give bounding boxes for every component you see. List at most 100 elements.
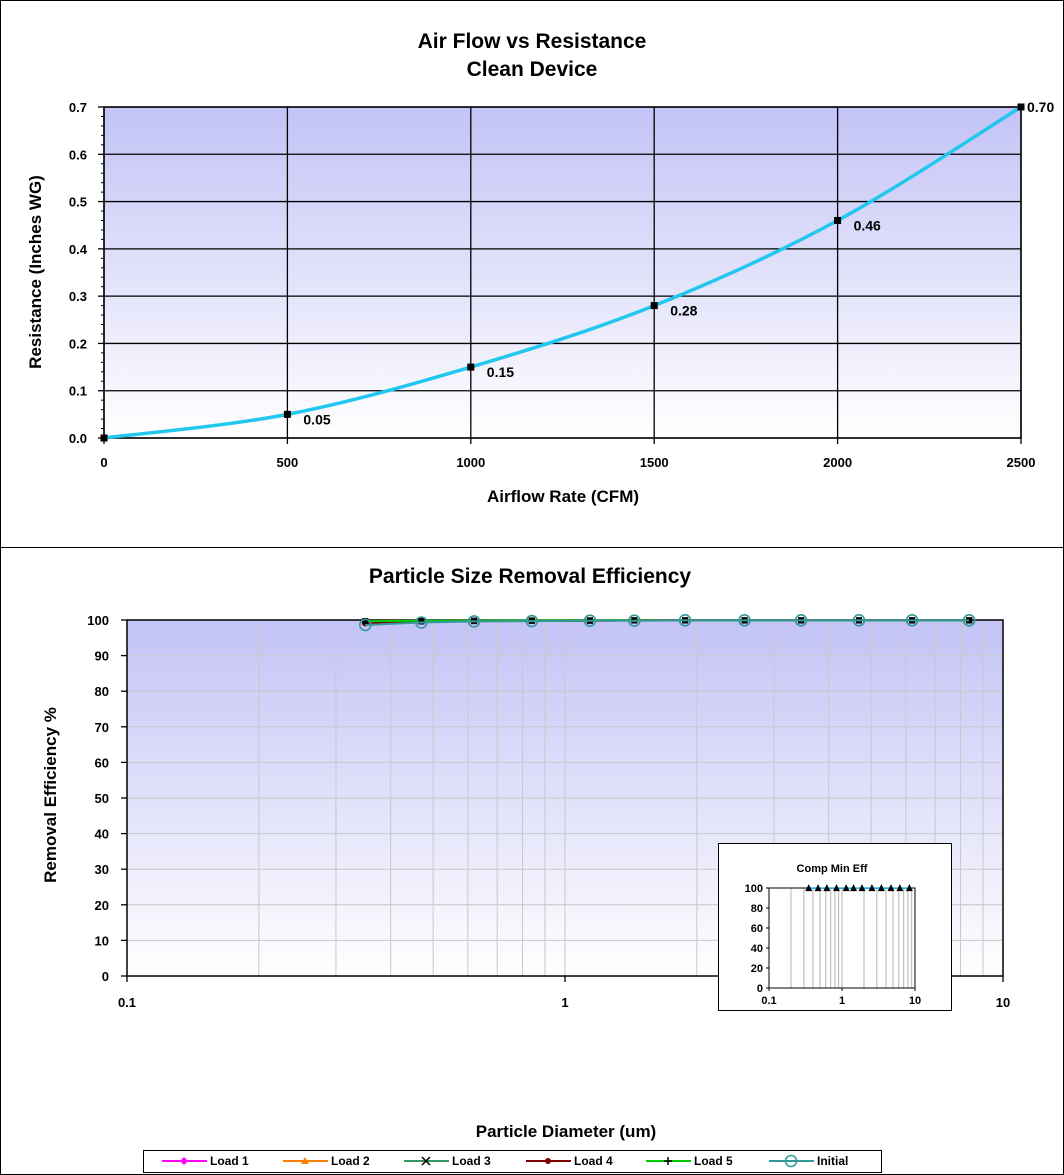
chart2-y-tick-label: 100 (87, 613, 109, 628)
legend-item-load-4: Load 4 (526, 1154, 613, 1168)
legend-marker (545, 1158, 551, 1164)
legend-label: Initial (817, 1154, 848, 1168)
chart1-title: Air Flow vs Resistance (418, 30, 647, 53)
chart2-y-axis-title: Removal Efficiency % (41, 707, 60, 883)
inset-data-point (868, 884, 876, 892)
chart1-y-tick-label: 0.5 (69, 195, 87, 210)
chart2-data-point (362, 618, 369, 625)
chart2-data-point (794, 614, 808, 627)
chart2-data-point (905, 614, 919, 627)
chart1-x-tick-label: 0 (100, 455, 107, 470)
legend-label: Load 1 (210, 1154, 249, 1168)
chart1-y-tick-label: 0.0 (69, 431, 87, 446)
chart1-y-tick-label: 0.4 (69, 242, 88, 257)
legend-item-load-1: Load 1 (162, 1154, 249, 1168)
inset-gridlines (768, 888, 913, 988)
chart2-tick-marks (121, 619, 1004, 982)
chart2-data-point (738, 614, 751, 627)
inset-x-tick-label: 1 (839, 995, 845, 1007)
inset-x-tick-label: 0.1 (761, 995, 776, 1007)
chart1-x-tick-label: 1000 (456, 455, 485, 470)
chart2-y-tick-label: 70 (95, 720, 109, 735)
inset-data-point (887, 884, 895, 892)
legend-item-load-3: Load 3 (404, 1154, 491, 1168)
chart1-data-point (650, 302, 658, 310)
chart2-y-tick-label: 60 (95, 755, 109, 770)
inset-series (805, 884, 913, 892)
chart2-data-point (628, 614, 641, 628)
chart1-y-tick-labels: 0.0 0.1 0.2 0.3 0.4 0.5 0.6 0.7 (69, 100, 88, 446)
chart2-x-tick-label: 1 (561, 995, 568, 1010)
legend-marker (421, 1156, 431, 1166)
chart1-x-tick-label: 2000 (823, 455, 852, 470)
chart2-data-point (852, 614, 866, 627)
chart2-data-point (962, 614, 976, 627)
legend-label: Load 2 (331, 1154, 370, 1168)
legend-label: Load 3 (452, 1154, 491, 1168)
legend-label: Load 5 (694, 1154, 733, 1168)
inset-y-tick-label: 80 (751, 903, 763, 915)
inset-data-point (823, 884, 831, 892)
chart2-x-tick-labels: 0.1 1 10 (118, 995, 1010, 1010)
inset-data-point (842, 884, 850, 892)
inset-y-tick-label: 100 (745, 883, 763, 895)
inset-data-point (805, 884, 813, 892)
chart1-data-point (100, 434, 108, 442)
chart2-series-initial (359, 614, 976, 632)
inset-y-tick-label: 60 (751, 923, 763, 935)
inset-title: Comp Min Eff (797, 863, 868, 875)
chart1-subtitle: Clean Device (467, 58, 598, 81)
chart1-data-label: 0.28 (670, 303, 697, 319)
legend-label: Load 4 (574, 1154, 613, 1168)
chart2-y-tick-label: 80 (95, 684, 109, 699)
inset-y-tick-label: 20 (751, 963, 763, 975)
inset-x-tick-labels: 0.1 1 10 (761, 988, 921, 1007)
chart2-data-point (467, 615, 481, 628)
chart2-x-tick-label: 10 (996, 995, 1010, 1010)
legend-item-load-2: Load 2 (283, 1154, 370, 1168)
chart2-data-point (525, 614, 539, 628)
chart1-data-label: 0.05 (303, 411, 330, 427)
chart2-data-point (415, 616, 428, 629)
inset-y-tick-label: 40 (751, 943, 763, 955)
airflow-resistance-chart: Air Flow vs Resistance Clean Device 0 500… (26, 30, 1054, 506)
inset-data-point (858, 884, 866, 892)
inset-data-point (814, 884, 822, 892)
legend-item-initial: Initial (769, 1154, 848, 1168)
chart1-data-point (467, 363, 475, 371)
legend-frame (143, 1150, 882, 1173)
chart2-legend: Load 1 Load 2 Load 3 Load 4 Load 5 Initial (143, 1150, 882, 1173)
chart2-y-tick-label: 90 (95, 649, 109, 664)
chart2-y-tick-label: 0 (102, 969, 109, 984)
chart2-y-tick-label: 30 (95, 862, 109, 877)
legend-marker (301, 1157, 309, 1164)
inset-y-tick-labels: 0 20 40 60 80 100 (745, 883, 769, 995)
chart1-plot-area (104, 107, 1021, 438)
chart1-y-axis-title: Resistance (Inches WG) (26, 175, 45, 369)
chart2-data-point (583, 614, 597, 628)
chart1-data-point (283, 410, 291, 418)
chart2-y-tick-label: 20 (95, 898, 109, 913)
legend-item-load-5: Load 5 (646, 1154, 733, 1168)
chart2-x-tick-label: 0.1 (118, 995, 136, 1010)
chart2-y-tick-label: 10 (95, 933, 109, 948)
inset-data-point (832, 884, 840, 892)
particle-efficiency-chart: Particle Size Removal Efficiency 0.1 1 1 0 … (41, 565, 1010, 1173)
chart1-y-tick-label: 0.6 (69, 147, 87, 162)
inset-y-tick-label: 0 (757, 983, 763, 995)
chart2-series (359, 614, 976, 632)
chart1-data-points (100, 103, 1025, 442)
inset-data-point (850, 884, 858, 892)
chart1-series-line (103, 105, 1022, 440)
chart2-title: Particle Size Removal Efficiency (369, 565, 691, 588)
chart2-y-tick-label: 50 (95, 791, 109, 806)
inset-data-point (877, 884, 885, 892)
chart2-data-point (359, 618, 372, 632)
chart1-y-tick-label: 0.7 (69, 100, 87, 115)
chart1-x-tick-label: 500 (277, 455, 299, 470)
inset-x-tick-label: 10 (909, 995, 921, 1007)
chart1-y-tick-label: 0.1 (69, 384, 87, 399)
inset-data-point (896, 884, 904, 892)
chart1-y-tick-label: 0.3 (69, 289, 87, 304)
chart1-plot-border (103, 106, 1022, 439)
